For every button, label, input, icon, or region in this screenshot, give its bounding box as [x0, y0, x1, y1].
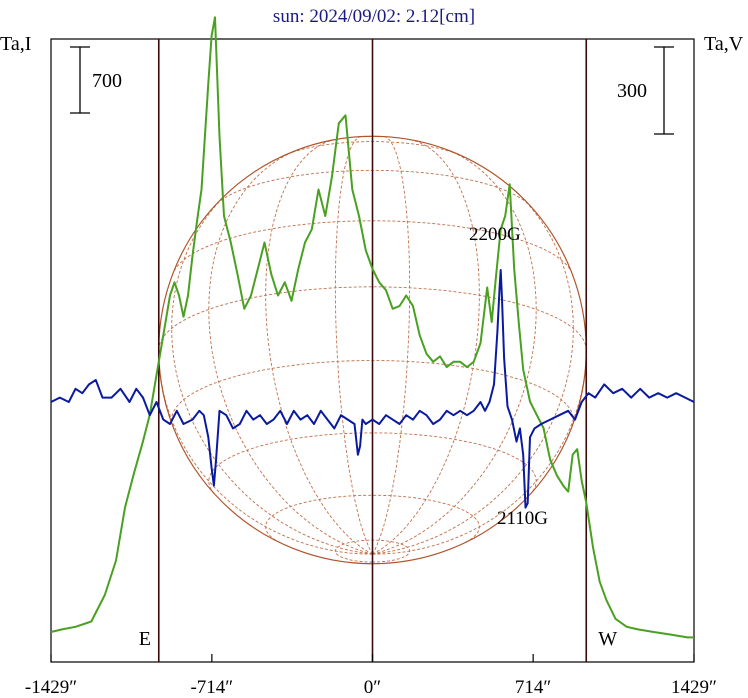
x-tick-label: -714″: [190, 677, 233, 698]
limb-marker-label: E: [139, 628, 151, 650]
left-scale-value: 700: [92, 70, 122, 92]
longitude-line: [158, 349, 373, 555]
x-tick-label: 0″: [364, 677, 381, 698]
limb-marker-label: W: [598, 628, 617, 650]
latitude-line: [265, 494, 480, 543]
annotation-2200G: 2200G: [469, 224, 521, 245]
x-tick-label: 714″: [515, 677, 551, 698]
longitude-line: [372, 139, 480, 555]
right-axis-label: Ta,V: [704, 33, 744, 55]
x-axis-ticks: -1429″ -714″ 0″ 714″ 1429″: [25, 654, 717, 698]
intensity-series-line: [50, 16, 694, 639]
chart-title: sun: 2024/09/02: 2.12[cm]: [273, 6, 475, 27]
x-tick-label: 1429″: [671, 677, 717, 698]
longitude-line: [372, 149, 537, 555]
left-axis-label: Ta,I: [0, 33, 31, 55]
annotation-2110G: 2110G: [497, 508, 548, 529]
series-layer: [50, 16, 695, 639]
longitude-line: [265, 139, 373, 555]
longitude-line: [372, 189, 574, 555]
right-scale-bar: 300: [617, 46, 674, 135]
longitude-line: [372, 349, 587, 555]
longitude-line: [208, 149, 373, 555]
longitude-line: [372, 136, 411, 555]
polarization-series-line: [50, 269, 695, 509]
x-tick-label: -1429″: [25, 677, 77, 698]
longitude-line: [334, 136, 373, 555]
left-scale-bar: 700: [70, 46, 122, 114]
longitude-line: [171, 189, 373, 555]
right-scale-value: 300: [617, 80, 647, 102]
